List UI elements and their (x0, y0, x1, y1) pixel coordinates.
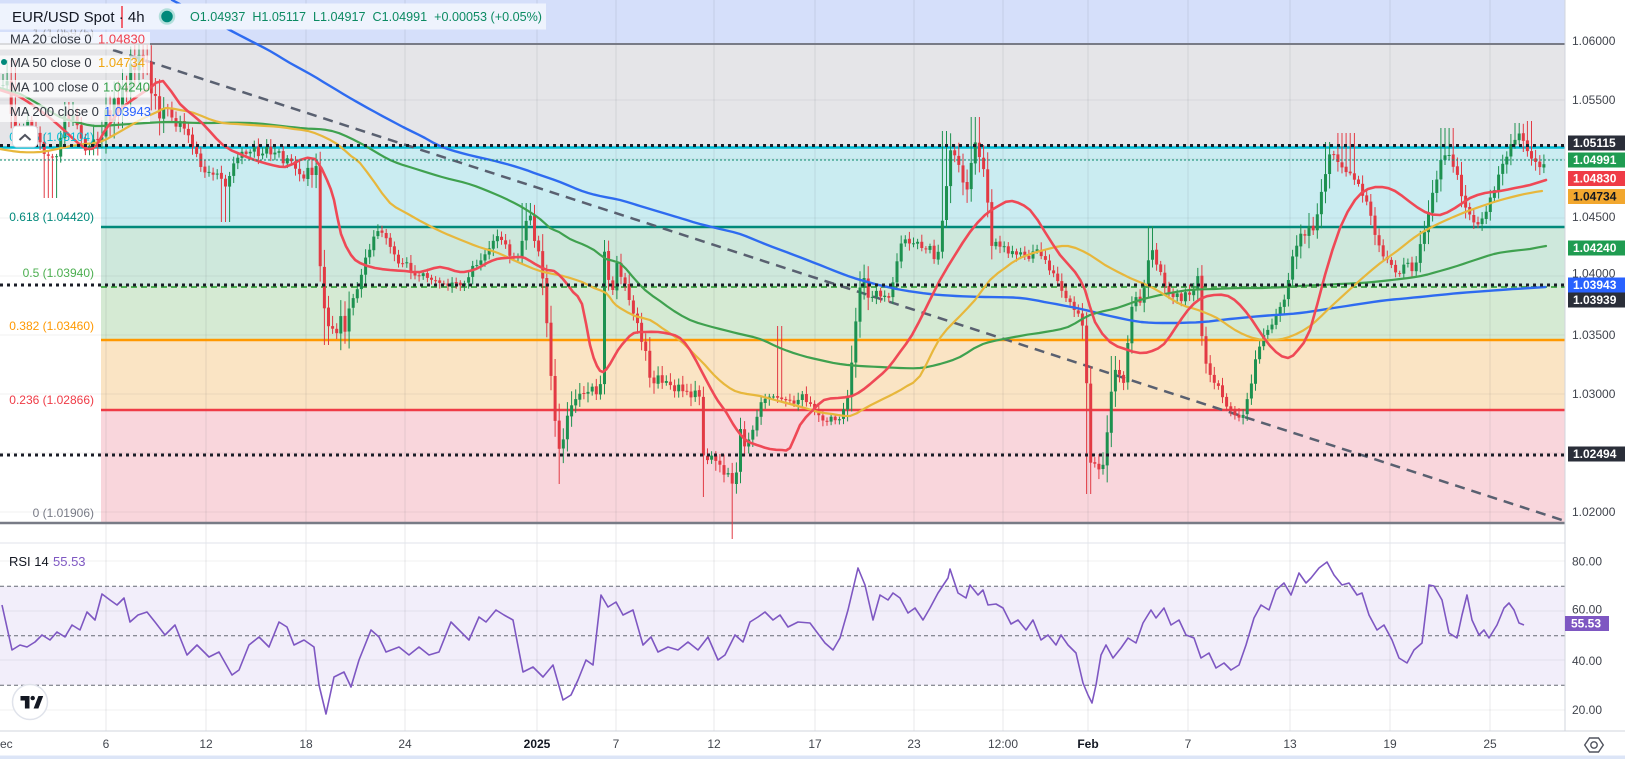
svg-text:Dec: Dec (0, 737, 13, 751)
svg-text:1.03943: 1.03943 (104, 104, 151, 119)
svg-text:EUR/USD Spot · 4h: EUR/USD Spot · 4h (12, 9, 145, 26)
svg-text:1.04991: 1.04991 (1573, 153, 1617, 167)
svg-text:1.04734: 1.04734 (98, 55, 145, 70)
svg-text:12:00: 12:00 (988, 737, 1018, 751)
svg-text:1.03939: 1.03939 (1573, 293, 1617, 307)
svg-text:7: 7 (613, 737, 620, 751)
svg-text:1.04000: 1.04000 (1572, 267, 1616, 281)
svg-text:1.03500: 1.03500 (1572, 328, 1616, 342)
svg-text:1.04734: 1.04734 (1573, 190, 1617, 204)
svg-text:1.05500: 1.05500 (1572, 93, 1616, 107)
svg-text:1.03943: 1.03943 (1573, 278, 1617, 292)
svg-text:24: 24 (398, 737, 412, 751)
svg-text:1.02000: 1.02000 (1572, 505, 1616, 519)
svg-text:MA 50 close 0: MA 50 close 0 (10, 55, 92, 70)
svg-text:0.5 (1.03940): 0.5 (1.03940) (23, 266, 94, 280)
svg-text:60.00: 60.00 (1572, 603, 1602, 617)
svg-text:25: 25 (1483, 737, 1497, 751)
svg-text:80.00: 80.00 (1572, 555, 1602, 569)
svg-text:1.04240: 1.04240 (103, 80, 150, 95)
svg-text:1.04830: 1.04830 (98, 32, 145, 47)
svg-text:MA 20 close 0: MA 20 close 0 (10, 32, 92, 47)
svg-text:MA 200 close 0: MA 200 close 0 (10, 104, 99, 119)
svg-text:12: 12 (707, 737, 721, 751)
svg-text:1.02494: 1.02494 (1573, 447, 1617, 461)
svg-text:0 (1.01906): 0 (1.01906) (33, 506, 94, 520)
svg-text:1.05115: 1.05115 (1573, 136, 1616, 150)
svg-text:40.00: 40.00 (1572, 654, 1602, 668)
svg-text:6: 6 (103, 737, 110, 751)
svg-text:18: 18 (299, 737, 313, 751)
svg-text:1.03000: 1.03000 (1572, 387, 1616, 401)
svg-text:MA 100 close 0: MA 100 close 0 (10, 80, 99, 95)
svg-text:O1.04937 H1.05117 L1.04917: O1.04937 H1.05117 L1.04917 C1.04991 +0.0… (190, 10, 542, 24)
svg-text:17: 17 (808, 737, 822, 751)
svg-text:0.382 (1.03460): 0.382 (1.03460) (9, 319, 94, 333)
svg-text:0.618 (1.04420): 0.618 (1.04420) (9, 210, 94, 224)
svg-text:13: 13 (1283, 737, 1297, 751)
svg-text:12: 12 (199, 737, 213, 751)
svg-text:19: 19 (1383, 737, 1397, 751)
svg-text:23: 23 (907, 737, 921, 751)
svg-text:7: 7 (1185, 737, 1192, 751)
svg-text:2025: 2025 (524, 737, 551, 751)
svg-text:1.04830: 1.04830 (1573, 172, 1617, 186)
svg-text:0.236 (1.02866): 0.236 (1.02866) (9, 393, 94, 407)
svg-text:55.53: 55.53 (53, 554, 86, 569)
svg-text:55.53: 55.53 (1571, 617, 1601, 631)
svg-text:20.00: 20.00 (1572, 703, 1602, 717)
svg-text:Feb: Feb (1077, 737, 1098, 751)
svg-text:1.06000: 1.06000 (1572, 34, 1616, 48)
svg-text:RSI 14: RSI 14 (9, 554, 49, 569)
svg-text:1.04240: 1.04240 (1573, 241, 1617, 255)
svg-text:1.04500: 1.04500 (1572, 210, 1616, 224)
